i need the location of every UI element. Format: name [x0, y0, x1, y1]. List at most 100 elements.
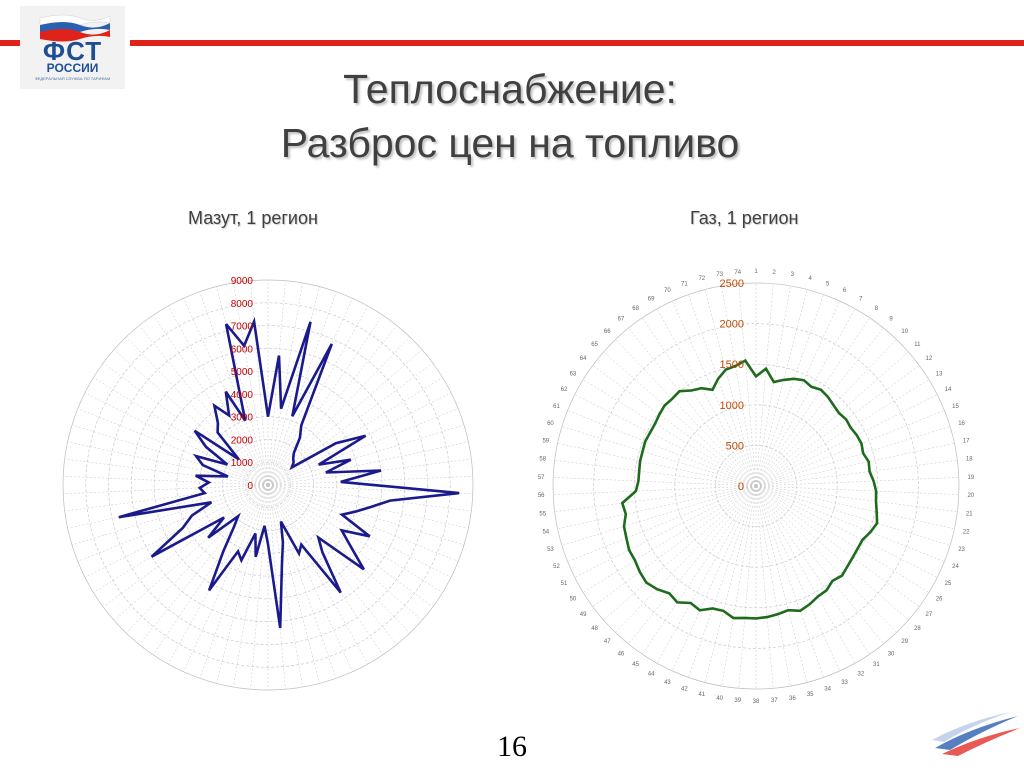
- category-label: 5: [826, 281, 830, 287]
- category-label: 12: [926, 356, 933, 362]
- radar-spoke: [755, 485, 824, 678]
- radar-spoke: [755, 485, 909, 621]
- category-label: 59: [542, 439, 549, 445]
- radial-tick-label: 1500: [720, 359, 744, 371]
- radial-tick-label: 0: [738, 481, 744, 493]
- category-label: 51: [561, 581, 568, 587]
- radar-spoke: [250, 280, 269, 486]
- radar-spoke: [557, 442, 757, 487]
- radar-spoke: [267, 484, 286, 690]
- radar-spoke: [267, 349, 423, 486]
- page-title: Теплоснабжение: Разброс цен на топливо: [170, 62, 850, 170]
- radial-tick-label: 1000: [720, 400, 744, 412]
- category-label: 53: [547, 547, 554, 553]
- radar-spoke: [755, 485, 955, 530]
- radar-spoke: [688, 294, 757, 487]
- radar-spoke: [167, 484, 269, 665]
- radar-spoke: [642, 485, 757, 655]
- mazut-chart-title: Мазут, 1 регион: [188, 208, 318, 228]
- radar-spoke: [567, 485, 757, 562]
- category-label: 73: [716, 272, 723, 278]
- radar-spoke: [615, 339, 757, 487]
- radar-spoke: [755, 365, 920, 487]
- category-label: 22: [963, 529, 970, 535]
- radar-spoke: [63, 484, 269, 494]
- category-label: 66: [604, 329, 611, 335]
- radar-spoke: [755, 294, 824, 487]
- radar-spoke: [615, 485, 757, 633]
- radar-spoke: [755, 459, 958, 487]
- category-label: 16: [958, 421, 965, 427]
- category-label: 65: [591, 342, 598, 348]
- radar-spoke: [267, 484, 423, 621]
- radar-spoke: [755, 485, 791, 687]
- radar-spoke: [755, 485, 959, 495]
- radar-spoke: [738, 283, 757, 487]
- radar-spoke: [574, 394, 757, 487]
- radar-spoke: [755, 485, 870, 655]
- radar-spoke: [642, 317, 757, 487]
- radar-spoke: [103, 484, 269, 608]
- category-label: 35: [807, 692, 814, 698]
- radar-spoke: [628, 485, 757, 645]
- radar-spoke: [603, 485, 757, 621]
- radar-spoke: [688, 485, 757, 678]
- category-label: 64: [580, 356, 587, 362]
- category-label: 4: [809, 276, 813, 282]
- category-label: 57: [538, 475, 545, 481]
- category-label: 36: [789, 696, 796, 702]
- radar-spoke: [656, 308, 757, 487]
- radial-tick-label: 2500: [720, 278, 744, 290]
- radar-spokes: [553, 283, 959, 689]
- radar-spoke: [583, 485, 757, 593]
- radial-tick-label: 6000: [231, 344, 254, 355]
- radar-spoke: [267, 484, 320, 684]
- radar-spoke: [755, 283, 774, 487]
- radar-spoke: [672, 485, 757, 672]
- radar-spoke: [77, 484, 269, 562]
- category-label: 50: [570, 597, 577, 603]
- category-label: 19: [967, 475, 974, 481]
- header-red-line: [130, 40, 1024, 46]
- radar-spoke: [721, 485, 757, 687]
- radar-spoke: [755, 485, 920, 607]
- radar-spoke: [755, 394, 938, 487]
- category-label: 27: [926, 612, 933, 618]
- radar-spoke: [755, 289, 808, 487]
- category-label: 46: [618, 651, 625, 657]
- grid-ring: [176, 393, 360, 577]
- category-label: 48: [591, 626, 598, 632]
- category-label: 37: [771, 698, 778, 704]
- radar-series-line: [620, 358, 879, 620]
- radar-spoke: [592, 365, 757, 487]
- radar-spoke: [755, 477, 959, 487]
- category-label: 21: [966, 511, 973, 517]
- radar-spoke: [267, 377, 443, 486]
- radar-spoke: [755, 485, 929, 593]
- radial-tick-label: 5000: [231, 367, 254, 378]
- category-label: 28: [914, 626, 921, 632]
- category-label: 13: [936, 371, 943, 377]
- radar-spoke: [755, 308, 856, 487]
- category-label: 62: [561, 387, 568, 393]
- radial-tick-label: 2000: [231, 435, 254, 446]
- category-label: 40: [716, 696, 723, 702]
- category-label: 42: [681, 687, 688, 693]
- radar-spoke: [755, 379, 929, 487]
- radial-tick-labels: 0 1000 2000 3000 4000 5000 6000 7000 8000 9000: [231, 276, 254, 492]
- grid-ring: [244, 461, 292, 509]
- radar-spoke: [755, 485, 884, 645]
- radar-spoke: [628, 327, 757, 487]
- title-line-1: Теплоснабжение:: [343, 66, 677, 112]
- category-label: 72: [698, 276, 705, 282]
- category-label: 58: [539, 457, 546, 463]
- category-label: 52: [553, 564, 560, 570]
- category-label: 68: [632, 306, 639, 312]
- grid-ring: [552, 282, 960, 690]
- radar-spoke: [755, 327, 884, 487]
- radar-spoke: [755, 485, 840, 672]
- category-label: 63: [570, 371, 577, 377]
- category-label: 18: [966, 457, 973, 463]
- radar-spoke: [267, 325, 397, 486]
- category-label: 60: [547, 421, 554, 427]
